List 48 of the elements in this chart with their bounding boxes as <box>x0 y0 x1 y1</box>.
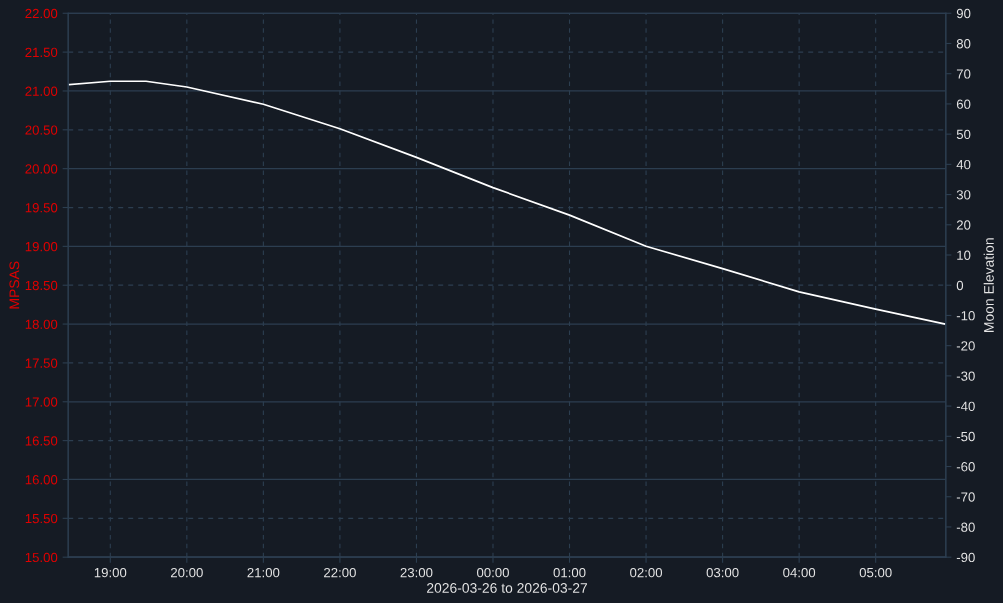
y-tick-label: 15.00 <box>25 552 58 563</box>
y2-tick-label: -90 <box>956 552 975 563</box>
x-tick-label: 01:00 <box>553 567 586 578</box>
x-tick-label: 21:00 <box>247 567 280 578</box>
y2-tick-label: -30 <box>956 371 975 381</box>
y2-tick-label: -80 <box>956 522 975 532</box>
y2-tick-label: 30 <box>956 190 971 200</box>
x-tick-label: 05:00 <box>859 567 892 578</box>
y2-tick-label: 50 <box>956 129 971 140</box>
y2-tick-label: -10 <box>956 311 975 321</box>
y2-tick-label: -60 <box>956 462 975 472</box>
y-tick-label: 19.50 <box>25 203 58 213</box>
y2-tick-label: 40 <box>956 159 971 170</box>
y2-tick-label: -20 <box>956 341 975 351</box>
y-tick-label: 15.50 <box>25 513 58 524</box>
y-tick-label: 22.00 <box>25 8 58 19</box>
y2-tick-label: -40 <box>956 401 975 411</box>
x-tick-label: 22:00 <box>324 567 356 578</box>
y2-tick-label: -70 <box>956 492 975 502</box>
y2-tick-label: 70 <box>956 69 971 79</box>
y2-tick-label: 10 <box>957 250 971 260</box>
y-tick-label: 18.00 <box>25 319 58 329</box>
y-tick-label: 20.50 <box>25 125 58 135</box>
y2-tick-label: 20 <box>956 220 971 230</box>
x-tick-label: 02:00 <box>630 567 663 578</box>
x-tick-label: 04:00 <box>783 567 816 578</box>
y-tick-label: 16.00 <box>25 475 58 485</box>
y2-tick-label: 60 <box>956 99 971 109</box>
x-tick-label: 20:00 <box>170 567 203 578</box>
y2-tick-label: 80 <box>956 39 971 49</box>
x-axis-title: 2026-03-26 to 2026-03-27 <box>427 583 588 593</box>
y2-tick-label: 90 <box>956 8 971 19</box>
y-tick-label: 20.00 <box>25 164 58 174</box>
x-tick-label: 19:00 <box>94 567 127 578</box>
x-tick-label: 23:00 <box>400 567 433 578</box>
y-tick-label: 18.50 <box>25 280 58 291</box>
y-tick-label: 17.00 <box>25 397 58 407</box>
x-tick-label: 03:00 <box>706 567 739 578</box>
y2-axis-title: Moon Elevation <box>983 238 994 332</box>
x-tick-label: 00:00 <box>476 567 509 578</box>
y-tick-label: 16.50 <box>25 436 58 446</box>
y2-tick-label: 0 <box>956 280 964 291</box>
y-tick-label: 21.00 <box>25 86 58 96</box>
y-tick-label: 21.50 <box>25 47 58 58</box>
y-tick-label: 19.00 <box>25 241 58 252</box>
y-tick-label: 17.50 <box>25 358 58 368</box>
y-axis-title: MPSAS <box>9 261 20 309</box>
y2-tick-label: -50 <box>956 431 975 442</box>
